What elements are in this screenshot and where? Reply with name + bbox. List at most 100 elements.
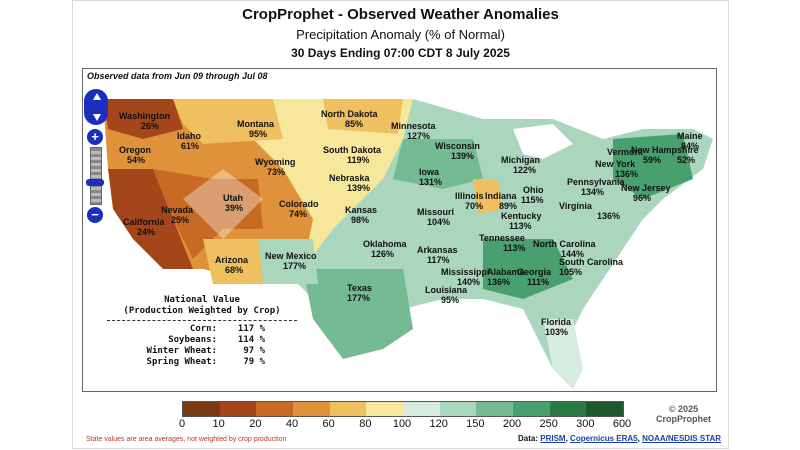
- state-value: 24%: [137, 227, 155, 237]
- crop-label: Soybeans:: [168, 335, 217, 345]
- legend-tick-label: 150: [466, 418, 485, 430]
- patch-montana: [173, 99, 283, 144]
- state-name: Illinois: [455, 191, 484, 201]
- state-value: 84%: [681, 141, 699, 151]
- state-name: Tennessee: [479, 233, 525, 243]
- state-name: Maine: [677, 131, 703, 141]
- state-name: Kansas: [345, 205, 377, 215]
- state-value: 26%: [141, 121, 159, 131]
- state-value: 54%: [127, 155, 145, 165]
- state-value: 136%: [597, 211, 620, 221]
- state-value: 111%: [527, 277, 549, 287]
- crop-value: 79 %: [243, 357, 265, 367]
- patch-dakota: [323, 99, 403, 134]
- state-name: Utah: [223, 193, 243, 203]
- legend-tick-label: 40: [285, 418, 299, 430]
- state-value: 39%: [225, 203, 243, 213]
- state-name: South Dakota: [323, 145, 382, 155]
- state-name: Nebraska: [329, 173, 371, 183]
- copyright: © 2025 CropProphet: [656, 404, 711, 424]
- state-value: 139%: [347, 183, 370, 193]
- state-name: Minnesota: [391, 121, 436, 131]
- patch-texas: [303, 269, 413, 359]
- legend-tick-label: 300: [576, 418, 595, 430]
- legend-swatch: [219, 402, 257, 416]
- legend-swatch: [549, 402, 587, 416]
- map-panel[interactable]: Washington 26% Oregon 54% Idaho 61% Mont…: [82, 68, 717, 392]
- state-name: Alabama: [487, 267, 526, 277]
- national-row-corn: Corn: 117 %: [107, 324, 297, 335]
- state-value: 85%: [345, 119, 363, 129]
- zoom-slider-track[interactable]: [90, 147, 102, 205]
- state-value: 119%: [347, 155, 370, 165]
- state-value: 144%: [561, 249, 584, 259]
- state-name: New Mexico: [265, 251, 317, 261]
- data-sources: Data: PRISM, Copernicus ERA5, NOAA/NESDI…: [518, 434, 722, 443]
- sources-prefix: Data:: [518, 434, 539, 443]
- state-name: North Carolina: [533, 239, 596, 249]
- crop-label: Winter Wheat:: [146, 346, 217, 356]
- state-value: 70%: [465, 201, 483, 211]
- page-title: CropProphet - Observed Weather Anomalies: [242, 6, 559, 23]
- state-value: 95%: [441, 295, 459, 305]
- state-name: Iowa: [419, 167, 440, 177]
- zoom-in-button[interactable]: +: [87, 129, 103, 145]
- state-name: Missouri: [417, 207, 454, 217]
- national-value-title: National Value: [164, 295, 240, 305]
- legend-swatch: [476, 402, 514, 416]
- patch-california: [108, 169, 193, 269]
- state-name: North Dakota: [321, 109, 378, 119]
- legend-swatch: [183, 402, 220, 416]
- state-name: South Carolina: [559, 257, 624, 267]
- state-value: 59%: [643, 155, 661, 165]
- legend-swatch: [513, 402, 550, 416]
- source-link-prism[interactable]: PRISM: [540, 434, 566, 443]
- state-name: Mississippi: [441, 267, 490, 277]
- color-legend: [182, 401, 624, 417]
- state-value: 177%: [283, 261, 306, 271]
- state-name: California: [123, 217, 166, 227]
- us-map[interactable]: Washington 26% Oregon 54% Idaho 61% Mont…: [83, 69, 716, 391]
- state-value: 96%: [633, 193, 651, 203]
- legend-swatch: [403, 402, 440, 416]
- source-link-era5[interactable]: Copernicus ERA5: [570, 434, 638, 443]
- state-name: Ohio: [523, 185, 544, 195]
- patch-northeast: [613, 134, 693, 199]
- patch-iowa: [393, 139, 483, 189]
- state-labels: Washington 26% Oregon 54% Idaho 61% Mont…: [119, 109, 703, 337]
- patch-new-mexico: [258, 239, 318, 284]
- zoom-out-button[interactable]: −: [87, 207, 103, 223]
- legend-tick-label: 200: [502, 418, 522, 430]
- state-name: Florida: [541, 317, 572, 327]
- crop-value: 114 %: [237, 335, 265, 345]
- state-name: Colorado: [279, 199, 319, 209]
- state-value: 104%: [427, 217, 450, 227]
- state-name: Pennsylvania: [567, 177, 626, 187]
- divider: [107, 320, 297, 321]
- state-name: New Jersey: [621, 183, 671, 193]
- state-value: 61%: [181, 141, 199, 151]
- pan-control-icon[interactable]: [84, 89, 108, 125]
- state-name: Georgia: [517, 267, 552, 277]
- state-name: Wyoming: [255, 157, 295, 167]
- map-navigation-control[interactable]: + −: [83, 89, 111, 229]
- state-name: Vermont: [607, 147, 643, 157]
- state-value: 134%: [581, 187, 604, 197]
- state-value: 68%: [225, 265, 243, 275]
- state-value: 136%: [615, 169, 638, 179]
- legend-tick-label: 120: [429, 418, 448, 430]
- legend-tick-label: 0: [178, 418, 186, 430]
- source-link-noaa[interactable]: NOAA/NESDIS STAR: [642, 434, 722, 443]
- patch-arizona: [203, 239, 263, 284]
- state-name: Arizona: [215, 255, 249, 265]
- state-value: 95%: [249, 129, 267, 139]
- state-value: 127%: [407, 131, 430, 141]
- legend-swatch: [366, 402, 404, 416]
- legend-swatch: [439, 402, 477, 416]
- state-value: 140%: [457, 277, 480, 287]
- state-value: 89%: [499, 201, 517, 211]
- state-value: 105%: [559, 267, 582, 277]
- state-name: Montana: [237, 119, 275, 129]
- zoom-slider-handle[interactable]: [86, 179, 104, 186]
- state-name: Louisiana: [425, 285, 468, 295]
